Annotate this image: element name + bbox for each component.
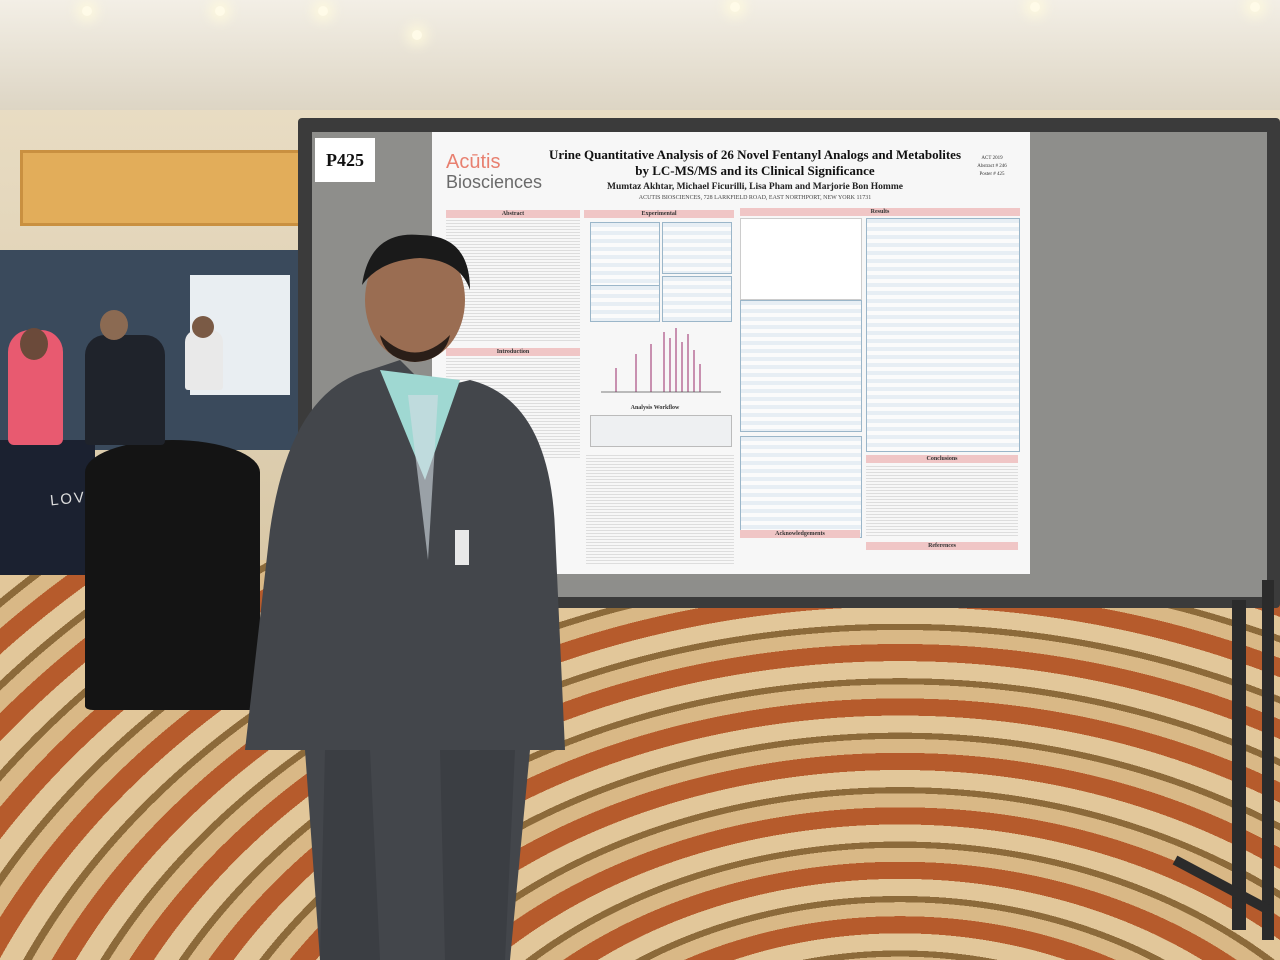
poster-number: P425	[315, 138, 375, 182]
company-logo: Acūtis Biosciences	[446, 151, 543, 192]
exhibit-table	[0, 440, 95, 575]
ceiling-light	[730, 2, 740, 12]
poster-affiliation: ACUTIS BIOSCIENCES, 728 LARKFIELD ROAD, …	[638, 195, 872, 201]
attendee	[185, 330, 223, 390]
ceiling-light	[412, 30, 422, 40]
ceiling	[0, 0, 1280, 110]
poster-authors: Mumtaz Akhtar, Michael Ficurilli, Lisa P…	[607, 182, 903, 192]
section-abstract: Abstract	[446, 210, 580, 218]
ceiling-light	[215, 6, 225, 16]
ceiling-light	[82, 6, 92, 16]
table-gradient	[662, 222, 732, 274]
table-cross-reactivity	[740, 436, 862, 538]
workflow-diagram	[590, 415, 732, 447]
section-acknowledgements: Acknowledgements	[740, 530, 860, 538]
round-table	[85, 440, 260, 710]
presenter	[245, 234, 565, 960]
experimental-text	[586, 455, 734, 565]
section-references: References	[866, 542, 1018, 550]
attendee-head	[20, 328, 48, 360]
section-conclusions: Conclusions	[866, 455, 1018, 463]
meta-line: ACT 2019	[981, 156, 1003, 161]
poster-meta: ACT 2019 Abstract # 246 Poster # 425	[962, 155, 1022, 179]
ceiling-light	[1030, 2, 1040, 12]
poster-title: Urine Quantitative Analysis of 26 Novel …	[548, 147, 962, 178]
chromatogram-figure	[601, 328, 721, 393]
table-ms	[590, 285, 660, 322]
conclusions-text	[866, 466, 1018, 536]
table-mrm	[662, 276, 732, 322]
attendee-head	[192, 316, 214, 338]
table-linearity	[866, 218, 1020, 452]
section-experimental: Experimental	[584, 210, 734, 218]
ceiling-light	[1250, 2, 1260, 12]
logo-line2: Biosciences	[446, 172, 543, 192]
table-clinical-samples	[740, 300, 862, 432]
wall-panel	[20, 150, 316, 226]
meta-line: Poster # 425	[979, 172, 1005, 177]
workflow-label: Analysis Workflow	[630, 405, 680, 411]
section-results: Results	[740, 208, 1020, 216]
meta-line: Abstract # 246	[977, 164, 1007, 169]
logo-line1: Acūtis	[446, 151, 501, 173]
ceiling-light	[318, 6, 328, 16]
calibration-curves	[740, 218, 862, 300]
board-leg	[1262, 580, 1274, 940]
board-leg	[1232, 600, 1246, 930]
attendee-head	[100, 310, 128, 340]
section-introduction: Introduction	[446, 348, 580, 356]
attendee	[85, 335, 165, 445]
